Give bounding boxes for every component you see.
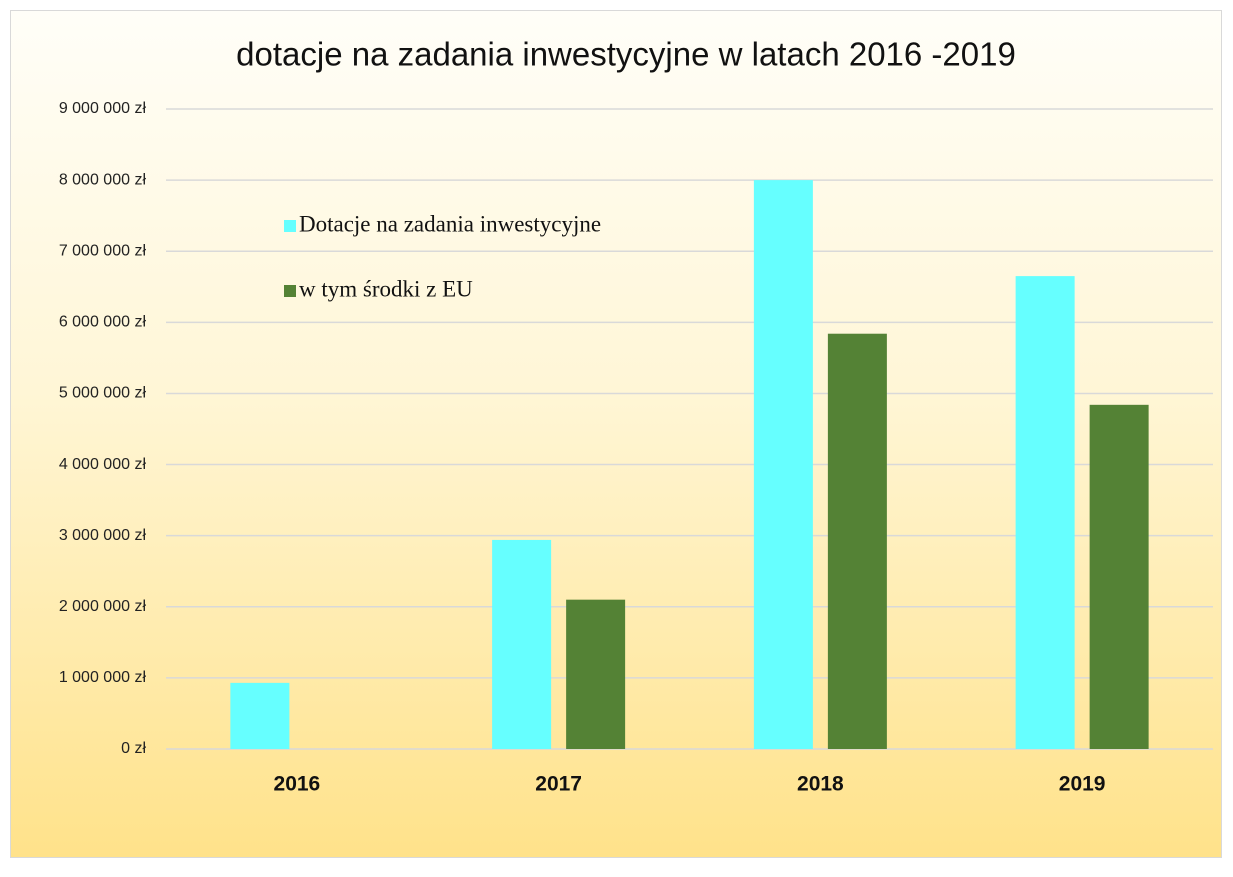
bar	[1015, 276, 1075, 749]
y-tick-label: 1 000 000 zł	[59, 669, 147, 686]
x-tick-label: 2016	[274, 773, 321, 796]
y-tick-label: 6 000 000 zł	[59, 314, 147, 331]
bar	[566, 599, 626, 749]
x-tick-label: 2019	[1059, 773, 1106, 796]
bar	[492, 539, 552, 749]
bar	[1089, 404, 1149, 749]
y-tick-label: 9 000 000 zł	[59, 100, 147, 117]
x-tick-label: 2018	[797, 773, 844, 796]
y-tick-label: 7 000 000 zł	[59, 242, 147, 259]
chart-title: dotacje na zadania inwestycyjne w latach…	[236, 36, 1016, 73]
y-tick-label: 3 000 000 zł	[59, 527, 147, 544]
y-tick-label: 2 000 000 zł	[59, 598, 147, 615]
legend-swatch	[284, 285, 296, 297]
bar	[753, 180, 813, 750]
legend-label: w tym środki z EU	[299, 276, 473, 301]
bar	[230, 682, 290, 749]
x-tick-label: 2017	[535, 773, 582, 796]
legend-swatch	[284, 220, 296, 232]
y-tick-label: 8 000 000 zł	[59, 171, 147, 188]
legend-label: Dotacje na zadania inwestycyjne	[299, 211, 601, 236]
y-tick-label: 4 000 000 zł	[59, 456, 147, 473]
y-tick-label: 0 zł	[121, 740, 146, 757]
y-tick-label: 5 000 000 zł	[59, 385, 147, 402]
bar	[827, 333, 887, 749]
